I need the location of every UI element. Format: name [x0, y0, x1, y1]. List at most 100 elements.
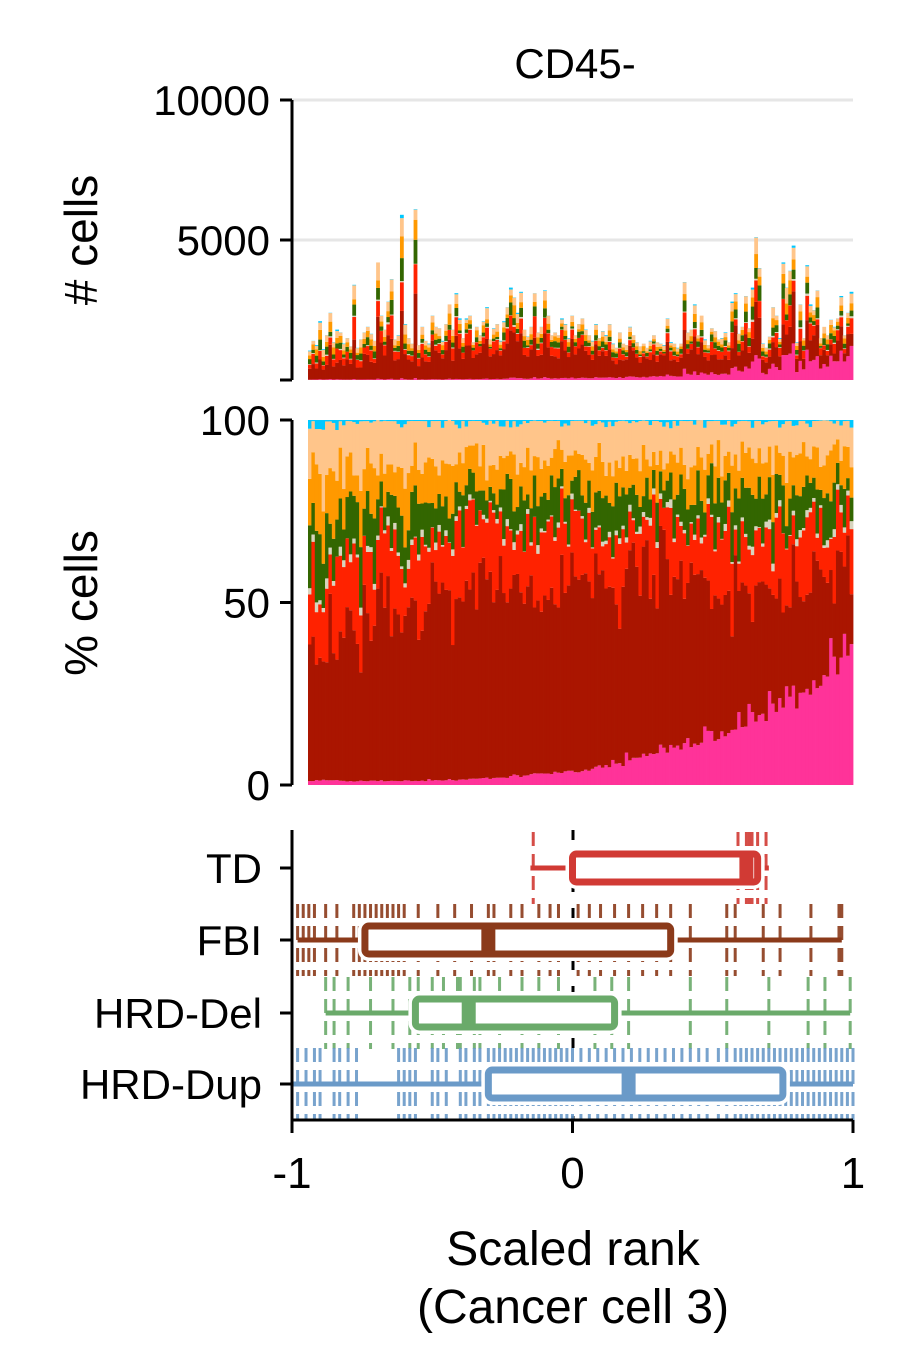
count-bar-segment — [573, 342, 578, 347]
percent-bar-segment — [696, 574, 701, 746]
percent-bar-segment — [376, 499, 380, 536]
percent-bar-segment — [512, 774, 517, 785]
percent-bar-segment — [577, 470, 581, 511]
percent-bar-segment — [733, 525, 738, 530]
percent-bar-segment — [403, 583, 408, 588]
percent-bar-segment — [771, 522, 776, 564]
count-bar-segment — [580, 377, 585, 380]
percent-bar-segment — [451, 513, 455, 550]
percent-bar-segment — [393, 472, 397, 496]
count-bar-segment — [733, 318, 738, 320]
percent-bar-segment — [427, 547, 432, 552]
count-bar-segment — [481, 332, 486, 337]
percent-bar-segment — [706, 453, 711, 476]
percent-bar-segment — [716, 477, 721, 518]
percent-bar-segment — [761, 543, 765, 547]
mid-bars — [308, 420, 854, 785]
percent-bar-segment — [829, 421, 833, 451]
percent-bar-segment — [563, 523, 568, 593]
percent-bar-segment — [342, 529, 346, 561]
percent-bar-segment — [829, 450, 833, 502]
percent-bar-segment — [505, 455, 510, 474]
percent-bar-segment — [331, 585, 336, 654]
count-bar-segment — [774, 347, 779, 368]
count-bar-segment — [430, 334, 435, 341]
count-bar-segment — [706, 348, 711, 351]
percent-bar-segment — [372, 421, 377, 469]
percent-bar-segment — [849, 467, 854, 498]
percent-bar-segment — [652, 469, 656, 489]
count-bar-segment — [577, 331, 581, 338]
count-bar-segment — [645, 347, 650, 352]
percent-bar-segment — [437, 780, 442, 785]
count-bar-segment — [621, 378, 626, 380]
count-bar-segment — [784, 314, 789, 321]
percent-bar-segment — [583, 539, 588, 543]
count-bar-segment — [502, 327, 506, 333]
count-bar-segment — [386, 317, 391, 323]
percent-bar-segment — [468, 494, 472, 501]
percent-bar-segment — [594, 456, 598, 493]
count-bar-segment — [658, 350, 663, 352]
percent-bar-segment — [822, 675, 827, 785]
count-bar-segment — [849, 316, 854, 319]
count-bar-segment — [468, 320, 472, 325]
count-bar-segment — [457, 379, 462, 380]
count-bar-segment — [413, 293, 418, 379]
percent-bar-segment — [689, 523, 694, 563]
percent-bar-segment — [372, 420, 377, 422]
percent-bar-segment — [825, 676, 830, 785]
percent-bar-segment — [362, 584, 367, 782]
percent-bar-segment — [594, 527, 598, 530]
percent-bar-segment — [308, 588, 312, 595]
percent-bar-segment — [682, 533, 687, 599]
percent-bar-segment — [413, 780, 418, 785]
count-bar-segment — [658, 375, 663, 380]
percent-bar-segment — [369, 640, 374, 781]
percent-bar-segment — [495, 504, 500, 519]
count-bar-segment — [655, 342, 660, 347]
count-bar-segment — [372, 345, 377, 352]
count-bar-segment — [488, 344, 493, 347]
count-bar-segment — [386, 301, 391, 312]
count-bar-segment — [481, 325, 486, 333]
percent-bar-segment — [597, 527, 602, 575]
count-bar-segment — [774, 325, 779, 333]
percent-bar-segment — [372, 518, 377, 584]
count-bar-segment — [750, 361, 755, 380]
percent-bar-segment — [539, 773, 544, 785]
percent-bar-segment — [842, 527, 847, 533]
percent-bar-segment — [611, 506, 615, 558]
percent-bar-segment — [580, 516, 585, 519]
percent-bar-segment — [740, 517, 745, 522]
percent-bar-segment — [645, 459, 650, 478]
percent-bar-segment — [488, 500, 493, 503]
count-bar-segment — [713, 342, 718, 349]
count-bar-segment — [822, 363, 827, 380]
count-bar-segment — [801, 358, 806, 370]
count-bar-segment — [529, 339, 534, 345]
count-bar-segment — [543, 318, 547, 334]
percent-bar-segment — [532, 516, 537, 608]
percent-bar-segment — [526, 423, 530, 448]
count-bar-segment — [638, 377, 643, 380]
percent-bar-segment — [720, 731, 724, 785]
count-bar-segment — [726, 350, 731, 352]
percent-bar-segment — [512, 420, 517, 422]
percent-bar-segment — [345, 538, 350, 608]
count-bar-segment — [406, 379, 411, 380]
percent-bar-segment — [325, 662, 329, 781]
count-bar-segment — [781, 283, 786, 299]
percent-bar-segment — [318, 780, 323, 785]
count-bar-segment — [437, 352, 442, 380]
percent-bar-segment — [590, 425, 595, 471]
count-bar-segment — [750, 289, 755, 298]
count-bar-segment — [607, 336, 612, 342]
count-bar-segment — [386, 311, 391, 318]
percent-bar-segment — [583, 423, 588, 460]
count-bar-segment — [822, 345, 827, 350]
percent-bar-segment — [369, 547, 374, 552]
percent-bar-segment — [658, 493, 663, 499]
percent-bar-segment — [434, 466, 438, 509]
percent-bar-segment — [403, 587, 408, 616]
